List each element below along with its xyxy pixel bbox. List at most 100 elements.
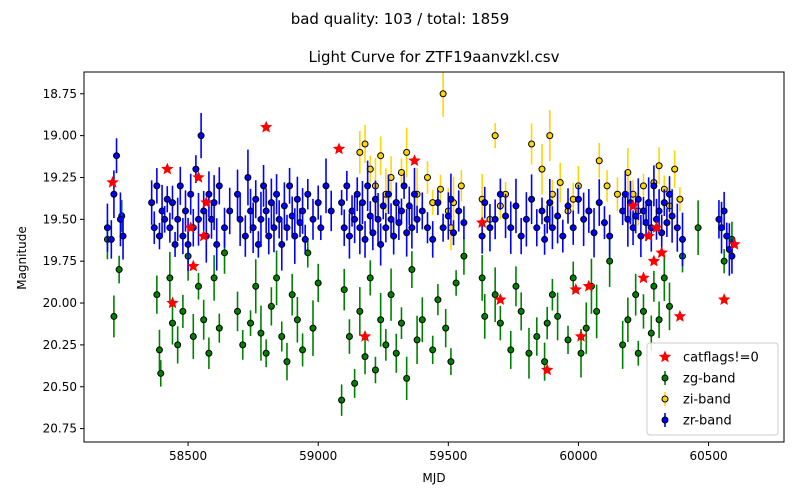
data-point <box>538 207 546 215</box>
data-point <box>673 224 681 232</box>
data-point <box>166 224 174 232</box>
data-point <box>317 224 325 232</box>
data-point <box>215 324 223 332</box>
data-point <box>210 274 218 282</box>
bad-quality-star-point <box>718 293 731 305</box>
data-point <box>585 207 593 215</box>
data-point <box>423 173 431 181</box>
legend-item: zg-band <box>661 371 735 387</box>
data-point <box>353 190 361 198</box>
data-point <box>418 316 426 324</box>
data-point <box>387 291 395 299</box>
data-point <box>194 215 202 223</box>
x-tick-label: 60000 <box>559 449 597 463</box>
data-point <box>522 215 530 223</box>
data-point <box>356 307 364 315</box>
data-point <box>184 240 192 248</box>
data-point <box>343 182 351 190</box>
data-point <box>655 207 663 215</box>
data-point <box>210 199 218 207</box>
x-tick-label: 59000 <box>299 449 337 463</box>
legend-item: catflags!=0 <box>658 350 759 366</box>
data-point <box>168 199 176 207</box>
data-point <box>439 90 447 98</box>
data-point <box>543 319 551 327</box>
data-point <box>517 232 525 240</box>
bad-quality-star-point <box>650 221 663 233</box>
bad-quality-star-point <box>642 229 655 242</box>
data-point <box>291 232 299 240</box>
bad-quality-star-point <box>626 199 640 212</box>
data-point <box>194 282 202 290</box>
data-point <box>720 257 728 265</box>
data-point <box>569 224 577 232</box>
data-point <box>205 190 213 198</box>
data-point <box>283 358 291 366</box>
bad-quality-star-point <box>200 196 213 208</box>
data-point <box>309 215 317 223</box>
data-point <box>364 182 372 190</box>
data-point <box>286 182 294 190</box>
data-point <box>390 232 398 240</box>
y-tick-label: 19.75 <box>43 254 77 268</box>
data-point <box>447 358 455 366</box>
data-point <box>655 162 663 170</box>
data-point <box>624 316 632 324</box>
data-point <box>163 195 171 203</box>
data-point <box>437 185 445 193</box>
data-point <box>148 199 156 207</box>
x-tick-label: 59500 <box>429 449 467 463</box>
data-point <box>358 199 366 207</box>
data-point <box>606 257 614 265</box>
data-point <box>293 316 301 324</box>
data-point <box>110 190 118 198</box>
data-point <box>447 195 455 203</box>
data-point <box>304 190 312 198</box>
data-point <box>247 319 255 327</box>
data-point <box>541 358 549 366</box>
data-point <box>491 215 499 223</box>
data-point <box>452 279 460 287</box>
data-point <box>278 240 286 248</box>
bad-quality-star-point <box>728 237 741 250</box>
data-point <box>252 195 260 203</box>
y-axis-label: Magnitude <box>15 226 29 290</box>
legend-point-marker <box>661 416 669 424</box>
data-point <box>327 207 335 215</box>
data-point <box>650 182 658 190</box>
data-point <box>564 202 572 210</box>
data-point <box>647 329 655 337</box>
data-point <box>595 199 603 207</box>
data-point <box>613 190 621 198</box>
data-point <box>559 232 567 240</box>
legend-star-marker <box>658 350 672 363</box>
bad-quality-star-point <box>647 254 661 267</box>
data-point <box>668 212 676 220</box>
bad-quality-star-point <box>582 279 595 292</box>
data-point <box>512 282 520 290</box>
data-point <box>168 319 176 327</box>
data-point <box>338 396 346 404</box>
data-point <box>176 182 184 190</box>
legend-label: catflags!=0 <box>683 351 759 366</box>
bad-quality-star-point <box>166 296 179 309</box>
y-tick-label: 18.75 <box>43 87 77 101</box>
data-point <box>429 235 437 243</box>
data-point <box>377 152 385 160</box>
data-point <box>408 266 416 274</box>
data-point <box>157 369 165 377</box>
data-point <box>679 235 687 243</box>
bad-quality-star-point <box>655 246 668 259</box>
bad-quality-star-point <box>358 330 372 342</box>
data-point <box>260 182 268 190</box>
series-zi-band <box>356 72 684 251</box>
data-point <box>205 349 213 357</box>
data-point <box>502 212 510 220</box>
series-zg-band <box>103 200 736 416</box>
data-point <box>340 286 348 294</box>
data-point <box>650 282 658 290</box>
data-point <box>379 202 387 210</box>
data-point <box>538 165 546 173</box>
data-point <box>113 152 121 160</box>
